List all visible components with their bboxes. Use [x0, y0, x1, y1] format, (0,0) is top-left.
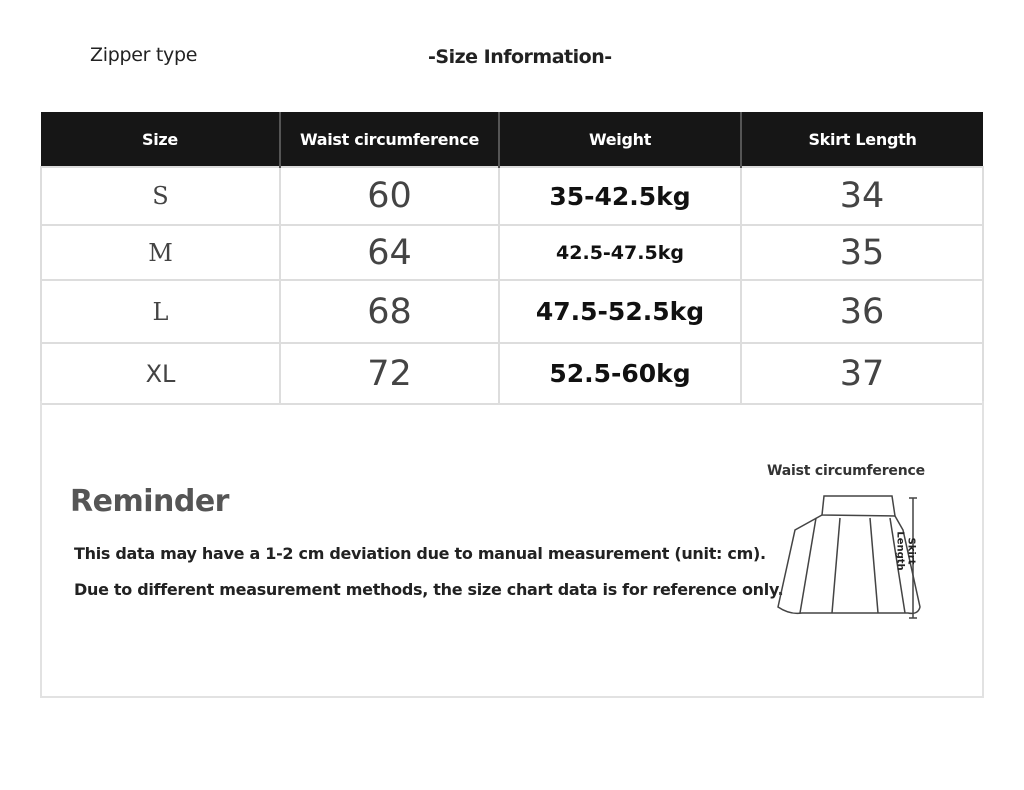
waist-cell: 64	[279, 224, 500, 281]
weight-cell: 52.5-60kg	[498, 342, 742, 405]
waist-label: Waist circumference	[767, 463, 925, 479]
reminder-title: Reminder	[70, 484, 229, 519]
reminder-line: This data may have a 1-2 cm deviation du…	[74, 544, 766, 563]
waist-cell: 72	[279, 342, 500, 405]
length-cell: 36	[740, 279, 984, 344]
weight-cell: 35-42.5kg	[498, 166, 742, 226]
zipper-type-label: Zipper type	[90, 44, 198, 66]
table-header: Size Waist circumference Weight Skirt Le…	[41, 112, 983, 167]
page-title: -Size Information-	[428, 46, 612, 68]
waist-cell: 68	[279, 279, 500, 344]
weight-cell: 42.5-47.5kg	[498, 224, 742, 281]
skirt-length-word2: Length	[894, 531, 906, 571]
size-cell: M	[40, 224, 281, 281]
column-header: Waist circumference	[280, 112, 500, 167]
reminder-box	[40, 401, 984, 698]
size-table: Size Waist circumference Weight Skirt Le…	[40, 112, 984, 405]
size-cell: XL	[40, 342, 281, 405]
waist-cell: 60	[279, 166, 500, 226]
table-row: S 60 35-42.5kg 34	[40, 166, 984, 226]
size-cell: S	[40, 166, 281, 226]
reminder-line: Due to different measurement methods, th…	[74, 580, 784, 599]
length-cell: 34	[740, 166, 984, 226]
column-header: Size	[41, 112, 281, 167]
length-cell: 37	[740, 342, 984, 405]
column-header: Skirt Length	[741, 112, 983, 167]
table-row: M 64 42.5-47.5kg 35	[40, 224, 984, 281]
table-row: XL 72 52.5-60kg 37	[40, 342, 984, 405]
skirt-length-word1: Skirt	[905, 537, 917, 565]
column-header: Weight	[499, 112, 742, 167]
length-cell: 35	[740, 224, 984, 281]
size-cell: L	[40, 279, 281, 344]
skirt-diagram-icon	[777, 495, 921, 619]
skirt-length-label: Skirt Length	[895, 531, 917, 570]
table-row: L 68 47.5-52.5kg 36	[40, 279, 984, 344]
weight-cell: 47.5-52.5kg	[498, 279, 742, 344]
